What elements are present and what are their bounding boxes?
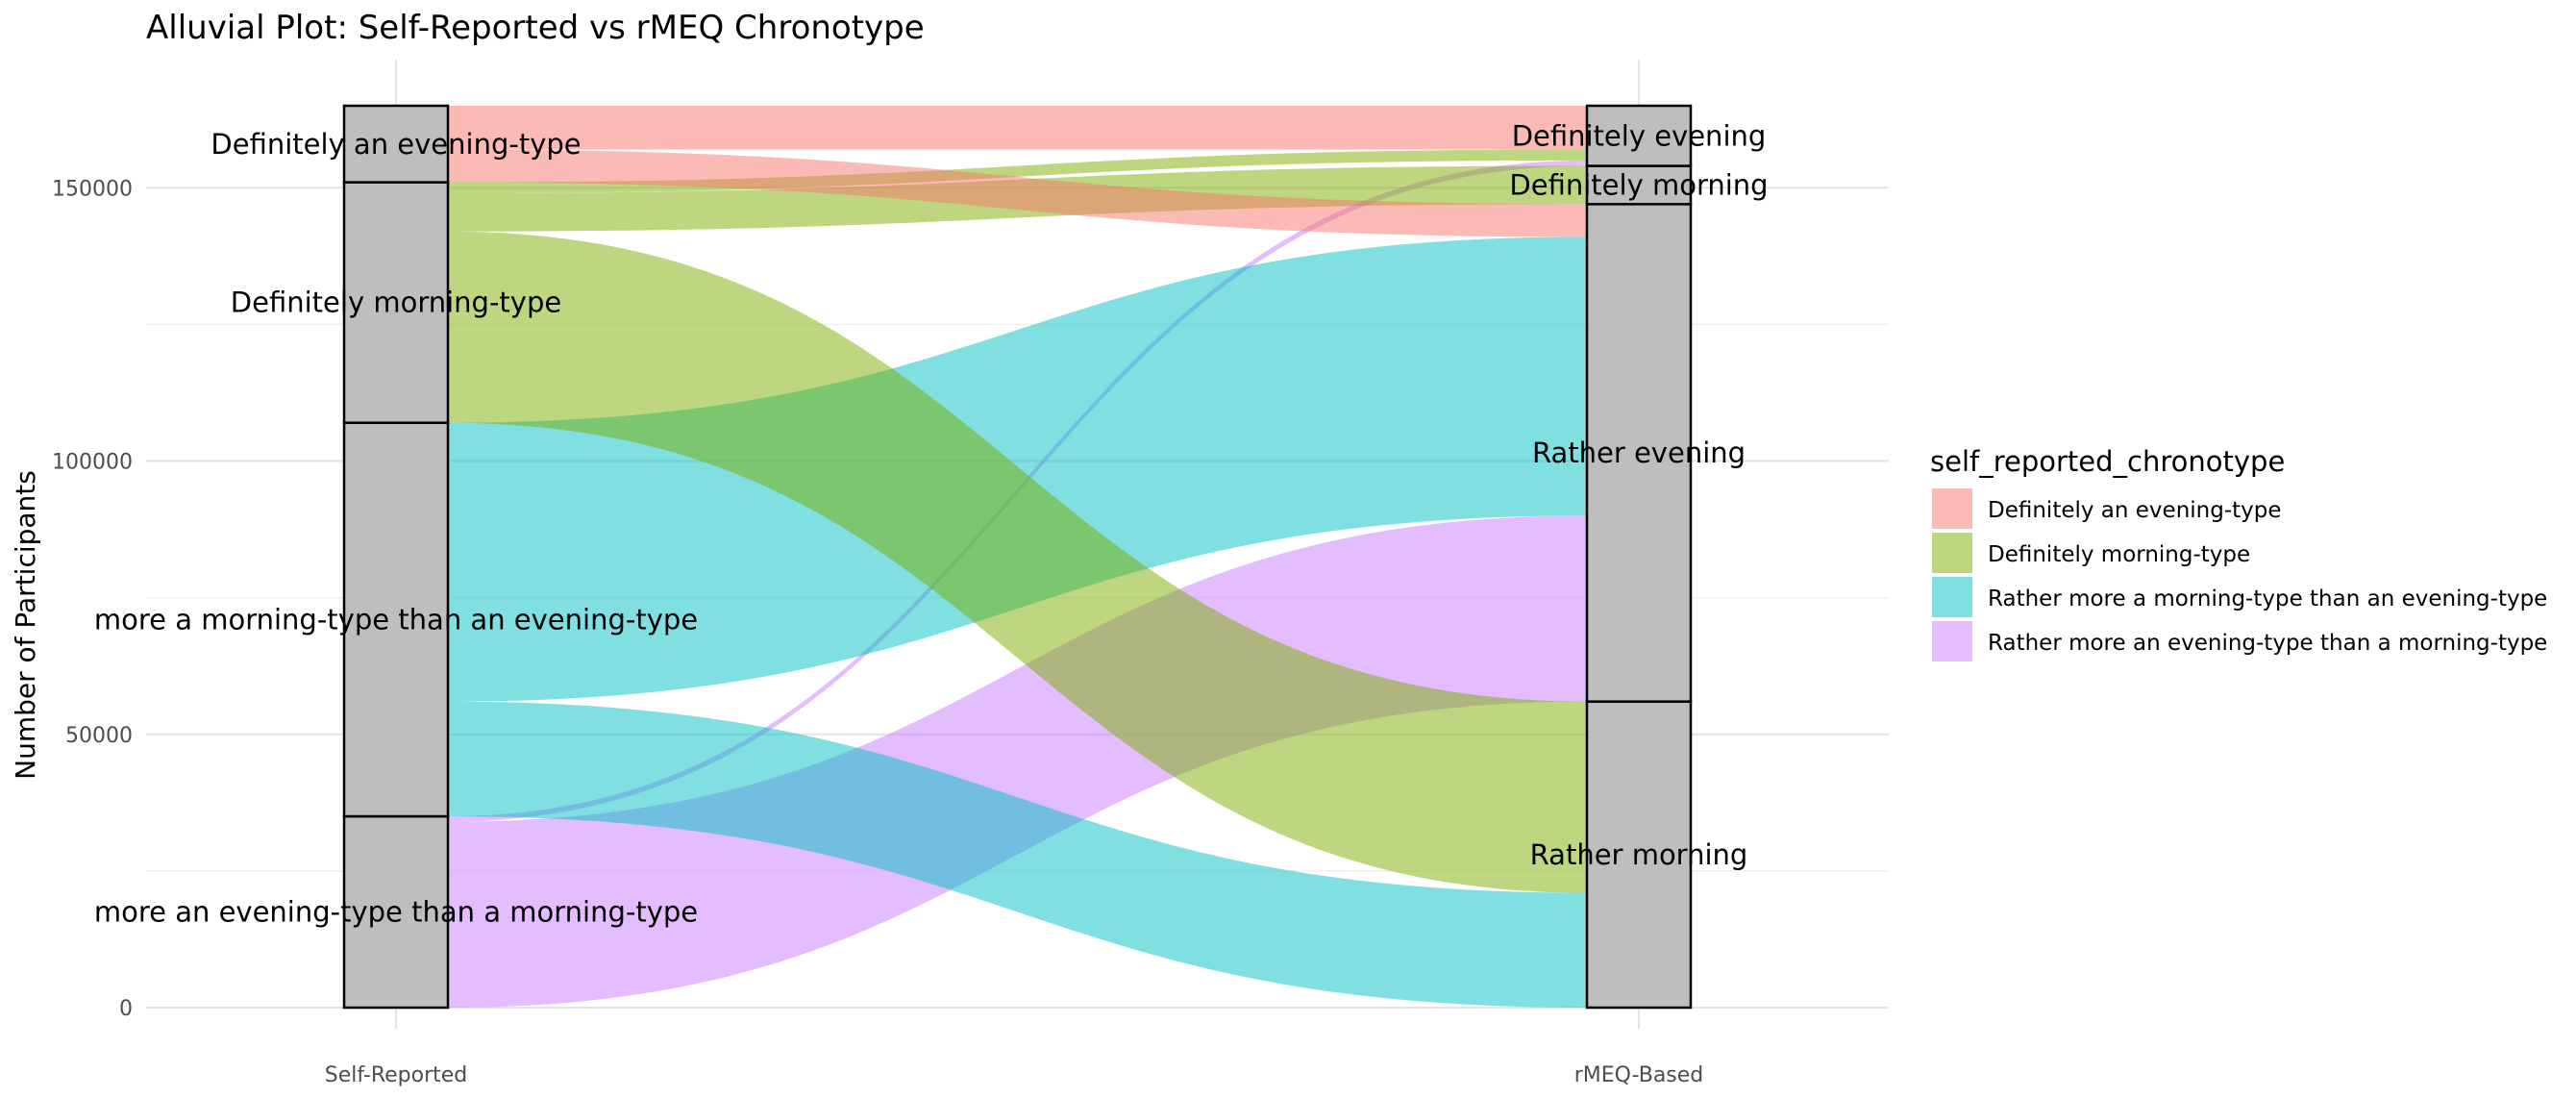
x-tick-label: rMEQ-Based (1574, 1063, 1704, 1087)
stratum-label: more an evening-type than a morning-type (94, 896, 698, 929)
alluvial-flow (448, 701, 1587, 1008)
alluvial-flow (448, 149, 1587, 237)
legend-swatch (1932, 621, 1972, 661)
legend-swatch (1932, 577, 1972, 617)
stratum-label: Rather evening (1532, 437, 1746, 469)
alluvial-flow (448, 515, 1587, 1008)
legend-label: Definitely an evening-type (1988, 498, 2282, 523)
stratum-box (1585, 104, 1693, 167)
strata (342, 104, 1693, 1010)
stratum-box (1585, 700, 1693, 1010)
axes: 0 50000 100000 150000 Self-Reported rMEQ-Base… (52, 177, 1703, 1087)
stratum-label: more a morning-type than an evening-type (94, 603, 698, 636)
y-tick-label: 50000 (65, 724, 133, 748)
y-axis-label: Number of Participants (10, 470, 41, 780)
stratum-box (342, 104, 450, 184)
legend-swatch (1932, 533, 1972, 573)
stratum-label: Definitely morning-type (231, 287, 561, 319)
stratum-labels: more an evening-type than a morning-type… (94, 119, 1769, 928)
y-tick-label: 100000 (52, 451, 133, 475)
legend-swatch (1932, 488, 1972, 529)
stratum-label: Definitely an evening-type (211, 128, 581, 161)
chart-title: Alluvial Plot: Self-Reported vs rMEQ Chr… (146, 9, 925, 47)
x-tick-label: Self-Reported (325, 1063, 468, 1087)
legend: self_reported_chronotype Definitely an e… (1930, 445, 2547, 661)
alluvial-flow (448, 231, 1587, 893)
alluvial-flows (448, 106, 1587, 1008)
legend-label: Definitely morning-type (1988, 542, 2250, 567)
stratum-label: Definitely morning (1509, 168, 1768, 201)
stratum-label: Rather morning (1530, 838, 1748, 871)
legend-label: Rather more an evening-type than a morni… (1988, 631, 2547, 656)
alluvial-flow (448, 106, 1587, 150)
stratum-label: Definitely evening (1512, 119, 1767, 152)
y-tick-label: 150000 (52, 177, 133, 201)
stratum-box (1585, 203, 1693, 703)
stratum-box (1585, 164, 1693, 206)
legend-title: self_reported_chronotype (1930, 445, 2285, 478)
legend-label: Rather more a morning-type than an eveni… (1988, 586, 2547, 611)
y-tick-label: 0 (119, 997, 133, 1021)
